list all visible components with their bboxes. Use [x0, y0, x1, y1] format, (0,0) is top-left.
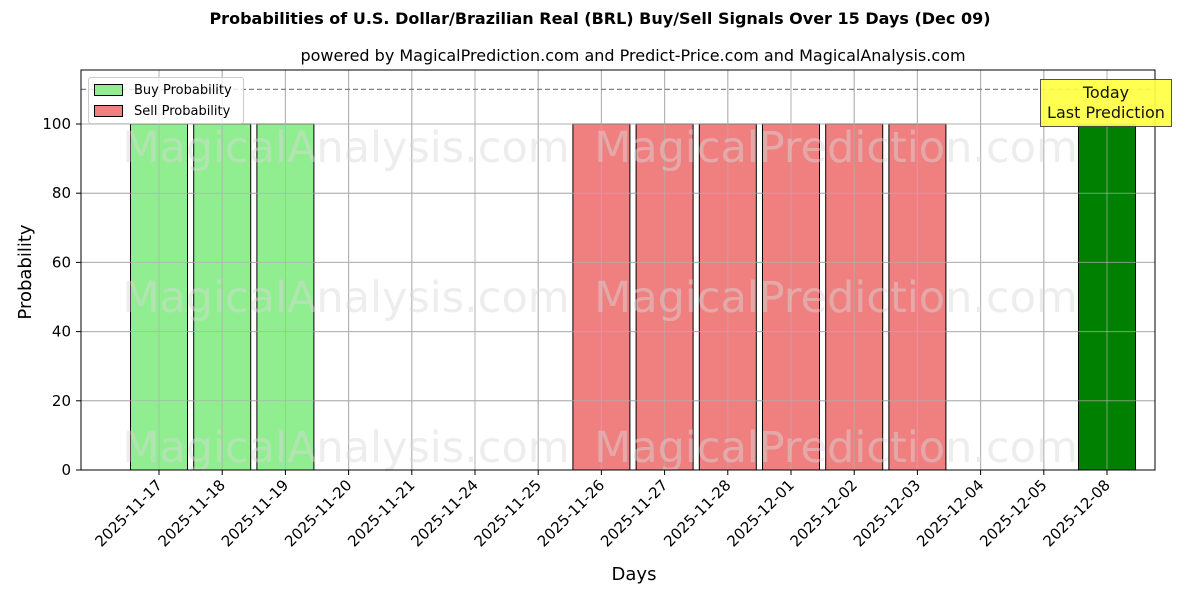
- chart-subtitle: powered by MagicalPrediction.com and Pre…: [300, 46, 966, 65]
- legend-item-sell: Sell Probability: [94, 102, 230, 120]
- bars: [81, 70, 1155, 471]
- watermark-text: MagicalAnalysis.com: [122, 123, 569, 173]
- x-tick-label: 2025-12-02: [787, 476, 861, 550]
- plot-frame: [80, 69, 1156, 471]
- x-tick-label: 2025-11-26: [534, 476, 608, 550]
- watermark-text: MagicalPrediction.com: [594, 273, 1078, 323]
- y-axis-label: Probability: [15, 224, 36, 319]
- x-tick-label: 2025-11-17: [91, 476, 165, 550]
- x-axis-label: Days: [612, 564, 657, 585]
- watermark-text: MagicalPrediction.com: [594, 423, 1078, 473]
- y-axis-ticks: 0 20 40 60 80 100: [42, 115, 81, 479]
- x-tick-label: 2025-11-18: [155, 476, 229, 550]
- legend-buy-label: Buy Probability: [134, 82, 232, 98]
- x-tick-label: 2025-11-20: [281, 476, 355, 550]
- today-label: Today: [1082, 83, 1130, 102]
- y-tick-label: 0: [61, 461, 71, 479]
- chart-legend: Buy Probability Sell Probability: [88, 77, 244, 124]
- y-tick-label: 20: [52, 392, 71, 410]
- watermarks: MagicalAnalysis.com MagicalPrediction.com…: [122, 123, 1078, 473]
- sell-swatch-icon: [94, 105, 123, 117]
- y-tick-label: 80: [52, 184, 71, 202]
- x-tick-label: 2025-11-25: [471, 476, 545, 550]
- x-tick-label: 2025-12-05: [976, 476, 1050, 550]
- y-tick-label: 60: [52, 253, 71, 271]
- x-tick-label: 2025-12-04: [913, 476, 987, 550]
- x-tick-label: 2025-12-01: [723, 476, 797, 550]
- y-tick-label: 100: [42, 115, 71, 133]
- buy-swatch-icon: [94, 84, 123, 96]
- x-tick-label: 2025-11-21: [344, 476, 418, 550]
- x-tick-label: 2025-11-27: [597, 476, 671, 550]
- y-tick-label: 40: [52, 323, 71, 341]
- x-tick-label: 2025-12-08: [1039, 476, 1113, 550]
- x-tick-label: 2025-12-03: [850, 476, 924, 550]
- today-annotation: Today Last Prediction: [1040, 79, 1172, 127]
- watermark-text: MagicalPrediction.com: [594, 123, 1078, 173]
- legend-item-buy: Buy Probability: [94, 81, 232, 99]
- x-tick-label: 2025-11-28: [660, 476, 734, 550]
- x-tick-label: 2025-11-24: [407, 476, 481, 550]
- last-prediction-label: Last Prediction: [1047, 103, 1165, 122]
- x-axis-ticks: 2025-11-172025-11-182025-11-192025-11-20…: [91, 470, 1114, 550]
- watermark-text: MagicalAnalysis.com: [122, 273, 569, 323]
- watermark-text: MagicalAnalysis.com: [122, 423, 569, 473]
- x-tick-label: 2025-11-19: [218, 476, 292, 550]
- legend-sell-label: Sell Probability: [134, 103, 231, 119]
- chart-title: Probabilities of U.S. Dollar/Brazilian R…: [209, 9, 991, 28]
